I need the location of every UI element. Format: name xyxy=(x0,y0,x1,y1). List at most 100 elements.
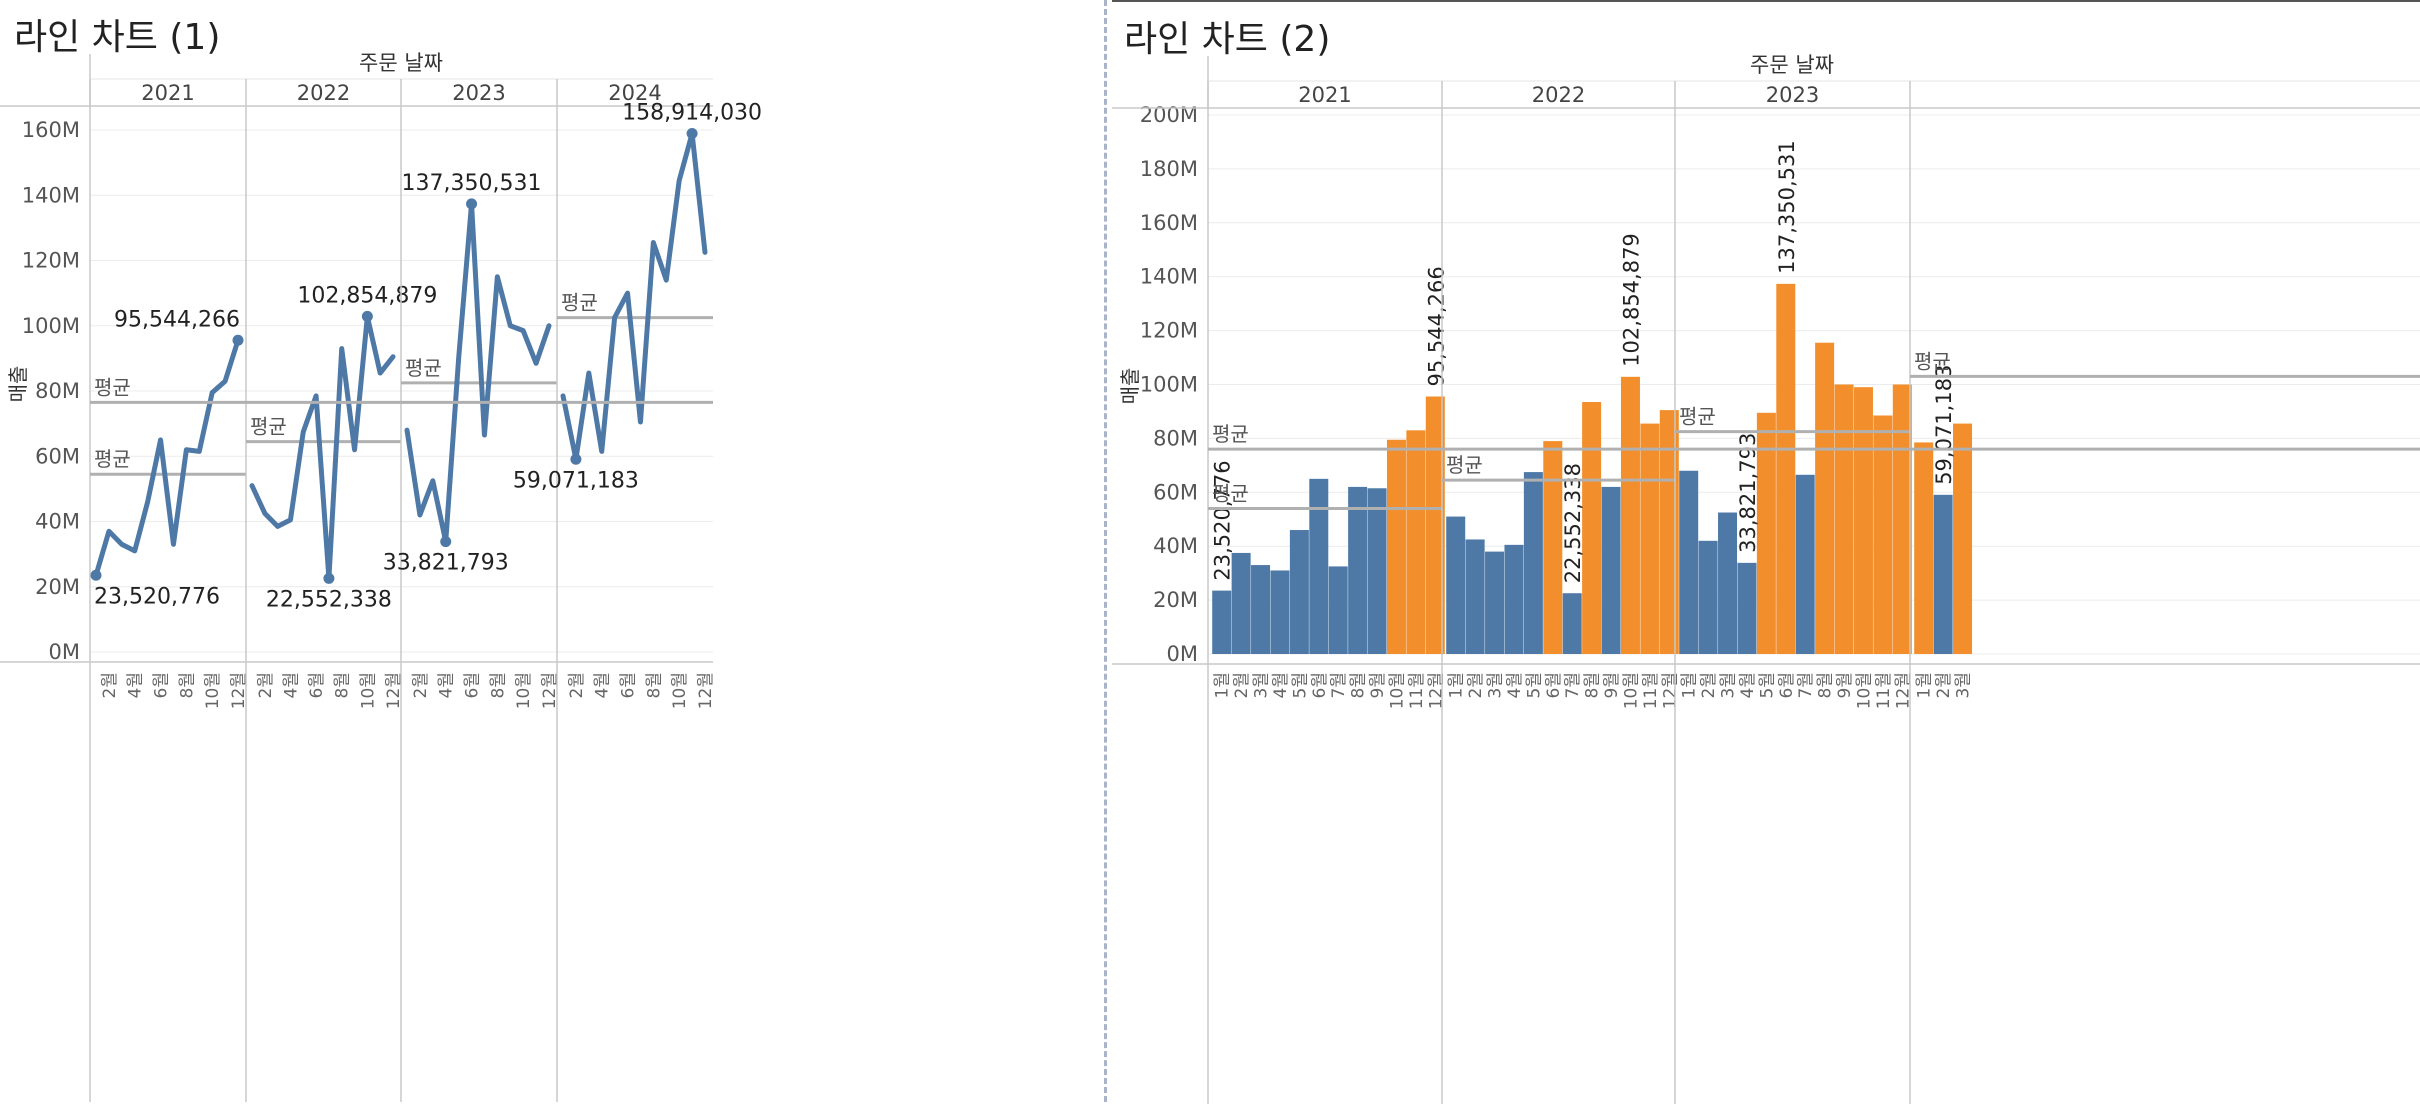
bar-2023-10 xyxy=(1853,387,1873,654)
y-tick-label: 60M xyxy=(1153,480,1198,504)
sheet-divider[interactable] xyxy=(1104,0,1110,1102)
average-label: 평균 xyxy=(250,415,287,439)
bar-2023-6 xyxy=(1776,283,1796,654)
y-tick-label: 100M xyxy=(1140,373,1198,397)
bar-2021-5 xyxy=(1289,530,1309,654)
y-tick-label: 180M xyxy=(1140,157,1198,181)
data-label: 137,350,531 xyxy=(1775,140,1799,274)
data-point xyxy=(90,569,102,581)
data-point xyxy=(440,536,452,548)
sheet-line-chart-2: 라인 차트 (2) 주문 날짜 0M 20M 40M 60M 80M 100M 120M 140… xyxy=(1112,0,2420,1104)
month-tick-label: 10월 xyxy=(1621,672,1641,709)
data-label: 33,821,793 xyxy=(383,551,509,576)
month-tick-label: 2월 xyxy=(411,672,431,698)
sales-line-2023 xyxy=(404,201,552,545)
year-header: 2022 xyxy=(1532,83,1585,107)
data-label: 137,350,531 xyxy=(402,171,542,196)
bar-2023-12 xyxy=(1892,384,1912,654)
bar-2022-6 xyxy=(1543,441,1563,654)
bar-2022-1 xyxy=(1446,516,1466,654)
month-tick-label: 4월 xyxy=(437,672,457,698)
bar-2022-10 xyxy=(1620,376,1640,654)
month-tick-label: 10월 xyxy=(514,672,534,709)
month-tick-label: 3월 xyxy=(1954,672,1974,698)
month-tick-label: 10월 xyxy=(203,672,223,709)
month-tick-label: 4월 xyxy=(593,672,613,698)
month-tick-label: 6월 xyxy=(307,672,327,698)
month-tick-label: 10월 xyxy=(670,672,690,709)
bar-next-3 xyxy=(1953,423,1973,654)
month-tick-label: 11월 xyxy=(1407,672,1427,709)
month-tick-label: 2월 xyxy=(256,672,276,698)
bar-2021-6 xyxy=(1309,478,1329,654)
month-tick-label: 3월 xyxy=(1486,672,1506,698)
month-tick-label: 12월 xyxy=(696,672,716,709)
month-tick-label: 5월 xyxy=(1524,672,1544,698)
average-label: 평균 xyxy=(94,447,131,471)
bar-2022-12 xyxy=(1659,410,1679,654)
y-tick-label: 140M xyxy=(22,183,80,207)
y-tick-label: 0M xyxy=(49,640,80,664)
bar-2023-2 xyxy=(1698,540,1718,654)
bar-2023-8 xyxy=(1815,342,1835,654)
month-tick-label: 12월 xyxy=(384,672,404,709)
month-tick-label: 4월 xyxy=(126,672,146,698)
data-point xyxy=(232,334,244,346)
sheet-line-chart-1: 라인 차트 (1) 주문 날짜 0M 20M 40M 60M 80M 100M 120M 140… xyxy=(0,0,1108,1102)
month-tick-label: 9월 xyxy=(1835,672,1855,698)
bar-2021-3 xyxy=(1251,565,1271,654)
month-tick-label: 12월 xyxy=(540,672,560,709)
year-header: 2023 xyxy=(1766,83,1819,107)
month-tick-label: 1월 xyxy=(1447,672,1467,698)
y-tick-label: 80M xyxy=(35,379,80,403)
data-label: 158,914,030 xyxy=(622,101,762,126)
y-tick-label: 160M xyxy=(1140,211,1198,235)
year-header: 2024 xyxy=(608,81,661,105)
bar-2022-5 xyxy=(1523,472,1543,654)
y-tick-label: 0M xyxy=(1167,642,1198,666)
y-tick-label: 160M xyxy=(22,118,80,142)
month-tick-label: 2월 xyxy=(1232,672,1252,698)
month-tick-label: 4월 xyxy=(1738,672,1758,698)
y-tick-label: 140M xyxy=(1140,265,1198,289)
month-tick-label: 12월 xyxy=(1893,672,1913,709)
bar-2021-7 xyxy=(1328,566,1348,654)
data-point xyxy=(323,572,335,584)
month-tick-label: 8월 xyxy=(333,672,353,698)
data-label: 22,552,338 xyxy=(266,587,392,612)
sales-line-2021 xyxy=(93,337,241,578)
y-tick-label: 100M xyxy=(22,314,80,338)
data-label: 95,544,266 xyxy=(1424,266,1448,386)
bar-2022-2 xyxy=(1465,539,1485,654)
sales-line-2024 xyxy=(560,131,708,462)
bar-2023-1 xyxy=(1679,470,1699,654)
y-tick-label: 20M xyxy=(1153,588,1198,612)
bar-next-2 xyxy=(1933,494,1953,654)
month-tick-label: 10월 xyxy=(1854,672,1874,709)
data-label: 102,854,879 xyxy=(297,283,437,308)
y-axis-title: 매출 xyxy=(1118,368,1142,405)
data-point xyxy=(570,453,582,465)
month-tick-label: 6월 xyxy=(463,672,483,698)
sheet-title: 라인 차트 (2) xyxy=(1124,19,1331,60)
month-tick-label: 8월 xyxy=(1583,672,1603,698)
year-header: 2022 xyxy=(297,81,350,105)
average-label: 평균 xyxy=(1914,349,1951,373)
month-tick-label: 9월 xyxy=(1602,672,1622,698)
bar-2021-4 xyxy=(1270,570,1290,654)
month-tick-label: 11월 xyxy=(1874,672,1894,709)
bar-next-1 xyxy=(1914,442,1934,654)
bar-2023-3 xyxy=(1718,512,1738,654)
bar-2021-11 xyxy=(1406,430,1426,654)
year-header: 2021 xyxy=(1298,83,1351,107)
month-tick-label: 8월 xyxy=(644,672,664,698)
month-tick-label: 4월 xyxy=(1505,672,1525,698)
year-header: 2023 xyxy=(452,81,505,105)
overall-average-label: 평균 xyxy=(1212,422,1249,446)
average-label: 평균 xyxy=(1212,481,1249,505)
bar-2023-9 xyxy=(1834,384,1854,654)
y-tick-label: 200M xyxy=(1140,103,1198,127)
month-tick-label: 12월 xyxy=(1660,672,1680,709)
month-tick-label: 10월 xyxy=(1387,672,1407,709)
month-tick-label: 2월 xyxy=(100,672,120,698)
